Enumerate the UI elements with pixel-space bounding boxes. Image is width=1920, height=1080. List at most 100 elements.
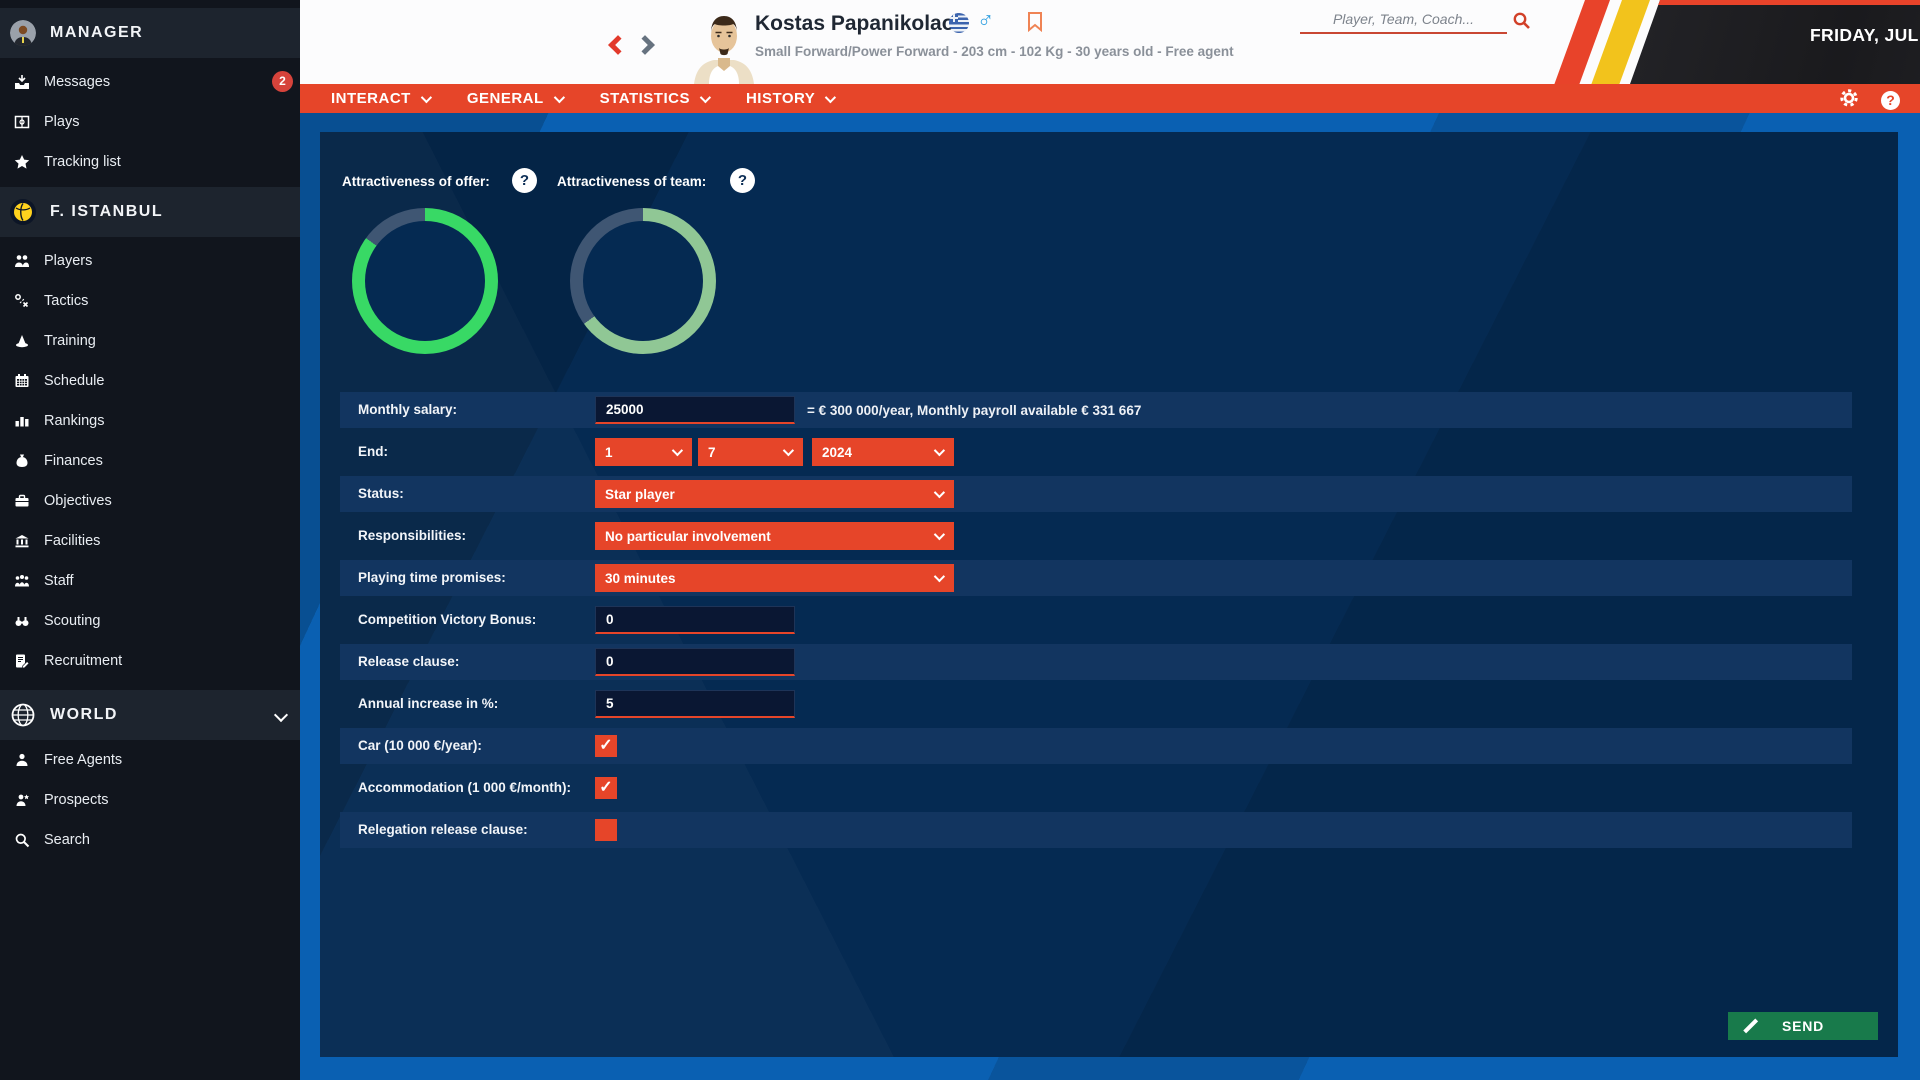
release-clause-input[interactable]: [595, 648, 795, 676]
building-icon: [14, 533, 30, 549]
sidebar-item-free-agents[interactable]: Free Agents: [0, 740, 300, 780]
competition-victory-bonus-input[interactable]: [595, 606, 795, 634]
sidebar-item-recruitment[interactable]: Recruitment: [0, 641, 300, 681]
sidebar-item-scouting[interactable]: Scouting: [0, 601, 300, 641]
staff-icon: [14, 573, 30, 589]
chevron-down-icon: [933, 444, 946, 457]
sidebar-item-finances[interactable]: Finances: [0, 441, 300, 481]
menu-label: GENERAL: [466, 90, 544, 107]
chevron-down-icon: [933, 486, 946, 499]
person-icon: [14, 752, 30, 768]
contract-offer-panel: Attractiveness of offer: ? Attractivenes…: [320, 132, 1898, 1057]
sidebar-item-training[interactable]: Training: [0, 321, 300, 361]
accommodation-checkbox[interactable]: [595, 777, 617, 799]
calendar-icon: [14, 373, 30, 389]
sidebar-section-world[interactable]: WORLD: [0, 690, 300, 740]
row-label: Annual increase in %:: [358, 696, 499, 711]
select-value: 2024: [822, 444, 853, 460]
menu-statistics[interactable]: STATISTICS: [599, 90, 712, 107]
cone-icon: [14, 333, 30, 349]
row-responsibilities: Responsibilities: No particular involvem…: [340, 518, 1852, 554]
money-bag-icon: [14, 453, 30, 469]
star-icon: [14, 154, 30, 170]
tactics-icon: [14, 293, 30, 309]
row-release-clause: Release clause:: [340, 644, 1852, 680]
sidebar-item-label: Rankings: [44, 413, 105, 429]
male-gender-icon: ♂: [977, 6, 995, 32]
chevron-down-icon: [553, 91, 565, 103]
sidebar-item-schedule[interactable]: Schedule: [0, 361, 300, 401]
end-day-select[interactable]: 1: [595, 438, 692, 466]
bar-chart-icon: [14, 413, 30, 429]
date-block: FRIDAY, JUL 02, 2021 NEXT DAY »: [1630, 0, 1920, 84]
sidebar-section-label: F. ISTANBUL: [50, 203, 164, 220]
sidebar-item-label: Tracking list: [44, 154, 121, 170]
gear-icon[interactable]: [1839, 88, 1859, 113]
sidebar-item-plays[interactable]: Plays: [0, 102, 300, 142]
global-search: [1300, 6, 1507, 34]
sidebar-item-messages[interactable]: Messages: [0, 62, 300, 102]
sidebar-item-label: Recruitment: [44, 653, 123, 669]
row-label: Status:: [358, 486, 404, 501]
sidebar-item-label: Objectives: [44, 493, 112, 509]
bookmark-icon[interactable]: [1027, 11, 1043, 37]
chevron-down-icon: [825, 91, 837, 103]
chevron-down-icon: [420, 91, 432, 103]
sidebar-item-players[interactable]: Players: [0, 241, 300, 281]
chevron-down-icon: [782, 444, 795, 457]
sidebar-section-manager[interactable]: MANAGER: [0, 8, 300, 58]
current-date[interactable]: FRIDAY, JUL 02, 2021: [1809, 25, 1920, 45]
sidebar-item-label: Search: [44, 832, 90, 848]
row-playing-time: Playing time promises: 30 minutes: [340, 560, 1852, 596]
car-checkbox[interactable]: [595, 735, 617, 757]
help-icon[interactable]: ?: [512, 168, 537, 193]
manager-avatar: [10, 20, 36, 46]
help-icon[interactable]: ?: [1881, 91, 1900, 110]
sidebar-item-search[interactable]: Search: [0, 820, 300, 860]
sidebar-item-prospects[interactable]: Prospects: [0, 780, 300, 820]
sidebar-item-staff[interactable]: Staff: [0, 561, 300, 601]
menu-general[interactable]: GENERAL: [466, 90, 565, 107]
search-icon[interactable]: [1512, 11, 1532, 36]
playing-time-select[interactable]: 30 minutes: [595, 564, 954, 592]
sidebar-item-tracking-list[interactable]: Tracking list: [0, 142, 300, 182]
end-year-select[interactable]: 2024: [812, 438, 954, 466]
sidebar: MANAGER Messages Plays Tracking list 2 F…: [0, 0, 300, 1080]
menu-interact[interactable]: INTERACT: [331, 90, 432, 107]
row-label: Monthly salary:: [358, 402, 458, 417]
sidebar-item-label: Tactics: [44, 293, 89, 309]
relegation-release-checkbox[interactable]: [595, 819, 617, 841]
attractiveness-team-label: Attractiveness of team:: [557, 174, 707, 189]
send-button[interactable]: SEND: [1728, 1012, 1878, 1040]
forward-chevron-icon[interactable]: [635, 35, 655, 55]
sidebar-item-rankings[interactable]: Rankings: [0, 401, 300, 441]
monthly-salary-input[interactable]: [595, 396, 795, 424]
status-select[interactable]: Star player: [595, 480, 954, 508]
select-value: 7: [708, 444, 716, 460]
team-attractiveness-donut: [570, 208, 716, 354]
row-end-date: End: 1 7 2024: [340, 434, 1852, 470]
salary-conversion-text: = € 300 000/year, Monthly payroll availa…: [807, 402, 1142, 418]
globe-icon: [10, 702, 36, 728]
back-chevron-icon[interactable]: [608, 35, 628, 55]
help-icon[interactable]: ?: [730, 168, 755, 193]
responsibilities-select[interactable]: No particular involvement: [595, 522, 954, 550]
sidebar-section-team[interactable]: F. ISTANBUL: [0, 187, 300, 237]
sidebar-item-label: Schedule: [44, 373, 105, 389]
menu-history[interactable]: HISTORY: [746, 90, 837, 107]
sidebar-item-label: Training: [44, 333, 96, 349]
select-value: 1: [605, 444, 613, 460]
player-name: Kostas Papanikolaoe: [755, 12, 967, 35]
sidebar-item-objectives[interactable]: Objectives: [0, 481, 300, 521]
menu-label: STATISTICS: [599, 90, 690, 107]
row-label: Competition Victory Bonus:: [358, 612, 537, 627]
search-input[interactable]: [1300, 6, 1507, 32]
red-accent-line: [1650, 0, 1920, 5]
sidebar-item-facilities[interactable]: Facilities: [0, 521, 300, 561]
end-month-select[interactable]: 7: [698, 438, 803, 466]
messages-count-badge: 2: [272, 71, 293, 92]
sidebar-item-label: Scouting: [44, 613, 101, 629]
annual-increase-input[interactable]: [595, 690, 795, 718]
sidebar-item-tactics[interactable]: Tactics: [0, 281, 300, 321]
sidebar-item-label: Free Agents: [44, 752, 123, 768]
